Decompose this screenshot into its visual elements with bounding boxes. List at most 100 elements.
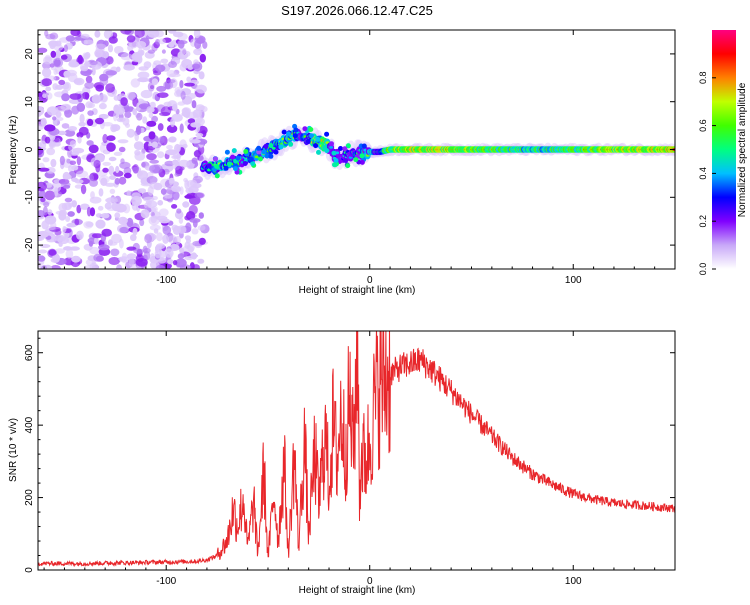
noise-blob bbox=[194, 192, 205, 199]
noise-blob bbox=[65, 249, 74, 259]
noise-blob bbox=[147, 30, 160, 38]
noise-blob bbox=[61, 93, 70, 102]
noise-blob bbox=[190, 252, 198, 260]
signal-blob bbox=[258, 156, 263, 162]
signal-blob bbox=[345, 143, 351, 149]
noise-blob bbox=[160, 188, 167, 195]
noise-blob bbox=[130, 234, 137, 242]
noise-blob bbox=[106, 196, 118, 204]
noise-blob bbox=[117, 139, 129, 144]
noise-blob bbox=[199, 53, 206, 63]
noise-blob bbox=[151, 115, 159, 123]
noise-blob bbox=[81, 92, 90, 100]
noise-blob bbox=[109, 188, 116, 194]
noise-blob bbox=[179, 123, 184, 134]
noise-blob bbox=[52, 57, 64, 68]
noise-blob bbox=[105, 83, 115, 93]
noise-blob bbox=[176, 208, 182, 214]
noise-blob bbox=[165, 149, 178, 156]
noise-blob bbox=[89, 60, 98, 66]
noise-blob bbox=[111, 233, 122, 244]
noise-blob bbox=[52, 116, 57, 121]
noise-blob bbox=[104, 202, 112, 210]
noise-blob bbox=[38, 47, 48, 53]
noise-blob bbox=[106, 142, 116, 152]
noise-blob bbox=[38, 124, 45, 130]
noise-blob bbox=[38, 106, 45, 116]
noise-blob bbox=[115, 165, 120, 174]
noise-blob bbox=[45, 33, 56, 40]
noise-blob bbox=[149, 101, 156, 109]
noise-blob bbox=[184, 82, 195, 87]
noise-blob bbox=[67, 126, 77, 132]
noise-blob bbox=[38, 249, 48, 254]
noise-blob bbox=[46, 225, 56, 231]
signal-blob bbox=[329, 141, 334, 147]
signal-blob bbox=[324, 131, 330, 137]
noise-blob bbox=[95, 219, 106, 229]
noise-blob bbox=[58, 202, 68, 212]
signal-blob bbox=[361, 143, 367, 149]
noise-blob bbox=[162, 234, 170, 244]
noise-blob bbox=[144, 234, 153, 244]
noise-blob bbox=[89, 246, 100, 255]
noise-blob bbox=[61, 123, 70, 129]
noise-blob bbox=[134, 151, 146, 161]
noise-blob bbox=[149, 159, 159, 164]
noise-blob bbox=[156, 232, 163, 242]
noise-blob bbox=[171, 204, 178, 209]
noise-blob bbox=[38, 181, 47, 192]
noise-blob bbox=[161, 49, 166, 54]
noise-blob bbox=[147, 82, 155, 92]
noise-blob bbox=[55, 116, 64, 122]
noise-blob bbox=[166, 124, 178, 133]
signal-blob bbox=[292, 133, 298, 139]
noise-blob bbox=[40, 197, 46, 203]
noise-blob bbox=[63, 246, 72, 251]
signal-blob bbox=[230, 154, 236, 160]
noise-blob bbox=[62, 82, 70, 90]
noise-blob bbox=[76, 56, 84, 65]
noise-blob bbox=[84, 81, 95, 89]
noise-blob bbox=[175, 235, 181, 245]
noise-blob bbox=[79, 113, 85, 124]
noise-blob bbox=[176, 225, 187, 234]
noise-blob bbox=[162, 225, 172, 235]
noise-blob bbox=[53, 68, 58, 75]
noise-blob bbox=[59, 209, 67, 217]
signal-blob bbox=[250, 161, 256, 166]
colorbar: 0.0 0.2 0.4 0.6 0.8 Normalized spectral ampl… bbox=[698, 30, 748, 275]
noise-blob bbox=[118, 146, 126, 153]
noise-blob bbox=[108, 257, 120, 265]
noise-blob bbox=[71, 105, 80, 115]
spectrogram-y-label: Frequency (Hz) bbox=[8, 116, 19, 185]
noise-blob bbox=[110, 124, 118, 133]
noise-blob bbox=[74, 179, 84, 184]
x-tick-label: -100 bbox=[156, 275, 176, 286]
noise-blob bbox=[86, 206, 92, 217]
noise-blob bbox=[94, 49, 103, 58]
noise-blob bbox=[150, 211, 155, 217]
noise-blob bbox=[191, 228, 199, 235]
noise-blob bbox=[143, 61, 152, 69]
noise-blob bbox=[88, 240, 94, 247]
noise-blob bbox=[147, 49, 156, 54]
noise-blob bbox=[63, 44, 68, 53]
noise-blob bbox=[181, 111, 188, 117]
noise-blob bbox=[132, 164, 139, 174]
noise-blob bbox=[118, 176, 127, 185]
signal-blob bbox=[243, 149, 249, 154]
noise-blob bbox=[168, 136, 177, 143]
noise-blob bbox=[132, 227, 138, 236]
noise-blob bbox=[185, 187, 194, 194]
figure-title: S197.2026.066.12.47.C25 bbox=[281, 3, 433, 18]
signal-blob bbox=[233, 166, 238, 172]
signal-blob bbox=[359, 153, 365, 159]
noise-blob bbox=[192, 264, 200, 269]
noise-blob bbox=[64, 232, 70, 238]
noise-blob bbox=[132, 108, 137, 116]
noise-blob bbox=[146, 120, 157, 127]
noise-blob bbox=[71, 150, 79, 156]
noise-blob bbox=[156, 151, 165, 159]
signal-blob bbox=[248, 156, 254, 162]
